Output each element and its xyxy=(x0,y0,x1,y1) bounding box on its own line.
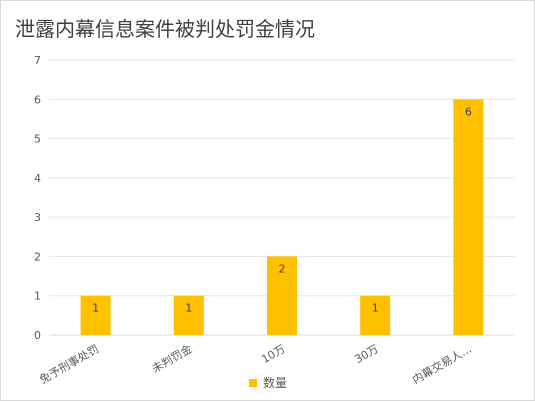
chart-title: 泄露内幕信息案件被判处罚金情况 xyxy=(15,17,315,41)
y-tick-label: 5 xyxy=(34,133,41,146)
y-tick-label: 6 xyxy=(34,93,41,106)
bar xyxy=(267,256,297,335)
bar xyxy=(453,99,484,336)
y-tick-label: 3 xyxy=(34,211,41,224)
bar xyxy=(80,295,111,335)
legend-label: 数量 xyxy=(263,376,288,390)
x-tick-label: 30万 xyxy=(353,342,381,366)
data-label: 2 xyxy=(279,262,286,275)
data-label: 1 xyxy=(372,302,379,315)
x-tick-label: 免予刑事处罚 xyxy=(37,341,101,386)
y-tick-label: 1 xyxy=(34,290,41,303)
bar xyxy=(173,295,204,335)
bar xyxy=(360,295,391,335)
legend-swatch xyxy=(249,378,257,387)
y-tick-label: 0 xyxy=(34,329,41,342)
y-axis: 0 1 2 3 4 5 6 7 xyxy=(34,54,41,342)
legend: 数量 xyxy=(249,374,287,391)
bars: 1 1 2 1 6 xyxy=(80,99,484,336)
x-tick-label: 内幕交易人… xyxy=(410,341,474,386)
data-label: 1 xyxy=(92,302,99,315)
data-label: 1 xyxy=(185,302,192,315)
data-label: 6 xyxy=(465,105,472,118)
y-tick-label: 4 xyxy=(34,172,41,185)
x-tick-label: 10万 xyxy=(259,342,287,366)
y-tick-label: 2 xyxy=(34,250,41,263)
y-tick-label: 7 xyxy=(34,54,41,67)
x-tick-label: 未判罚金 xyxy=(149,341,194,375)
